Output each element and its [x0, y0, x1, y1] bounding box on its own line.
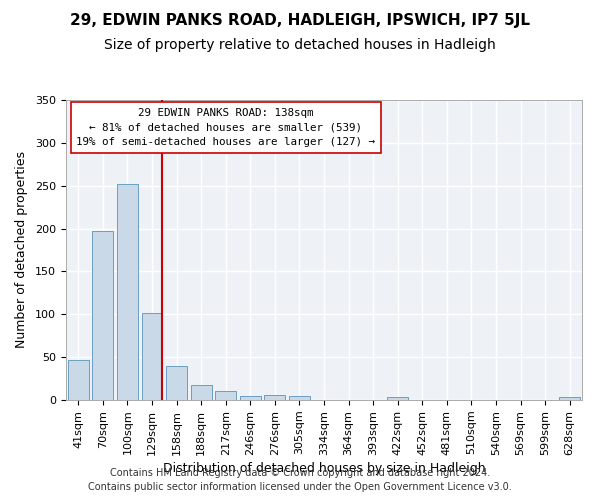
Bar [215, 392, 236, 400]
Bar [68, 360, 89, 400]
Bar [289, 396, 310, 400]
Bar [142, 314, 163, 400]
Text: Size of property relative to detached houses in Hadleigh: Size of property relative to detached ho… [104, 38, 496, 52]
Text: 29 EDWIN PANKS ROAD: 138sqm
← 81% of detached houses are smaller (539)
19% of se: 29 EDWIN PANKS ROAD: 138sqm ← 81% of det… [76, 108, 376, 147]
Bar [166, 366, 187, 400]
Bar [387, 398, 408, 400]
Bar [191, 386, 212, 400]
Text: 29, EDWIN PANKS ROAD, HADLEIGH, IPSWICH, IP7 5JL: 29, EDWIN PANKS ROAD, HADLEIGH, IPSWICH,… [70, 12, 530, 28]
Y-axis label: Number of detached properties: Number of detached properties [15, 152, 28, 348]
X-axis label: Distribution of detached houses by size in Hadleigh: Distribution of detached houses by size … [163, 462, 485, 475]
Bar [240, 396, 261, 400]
Bar [265, 395, 286, 400]
Bar [92, 231, 113, 400]
Bar [559, 398, 580, 400]
Text: Contains HM Land Registry data © Crown copyright and database right 2024.
Contai: Contains HM Land Registry data © Crown c… [88, 468, 512, 492]
Bar [117, 184, 138, 400]
